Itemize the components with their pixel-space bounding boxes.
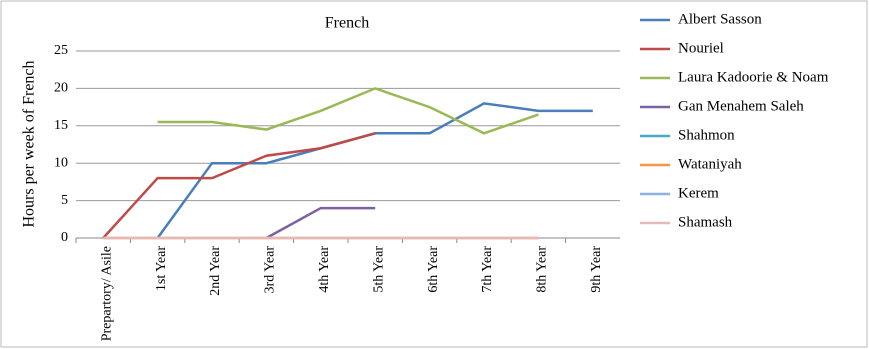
x-tick-label: Prepartory/ Asile xyxy=(99,246,114,341)
x-tick-label: 9th Year xyxy=(589,246,604,293)
series-line xyxy=(102,132,376,239)
y-tick-label: 15 xyxy=(54,118,68,133)
legend-label: Laura Kadoorie & Noam xyxy=(678,69,829,85)
y-tick-label: 5 xyxy=(61,193,68,208)
legend-label: Shahmon xyxy=(678,127,735,143)
x-tick-label: 2nd Year xyxy=(208,246,223,296)
x-tick-label: 8th Year xyxy=(535,246,550,293)
y-tick-label: 25 xyxy=(54,43,68,58)
series-line xyxy=(265,206,376,240)
x-tick-label: 7th Year xyxy=(480,246,495,293)
legend-label: Gan Menahem Saleh xyxy=(678,98,804,114)
legend-label: Shamash xyxy=(678,214,733,230)
x-tick-label: 6th Year xyxy=(426,246,441,293)
legend-label: Albert Sasson xyxy=(678,11,762,27)
y-tick-label: 20 xyxy=(54,81,68,96)
y-tick-label: 0 xyxy=(61,230,68,245)
x-tick-label: 1st Year xyxy=(154,246,169,291)
x-tick-label: 4th Year xyxy=(317,246,332,293)
y-axis-label: Hours per week of French xyxy=(21,60,38,227)
legend-label: Nouriel xyxy=(678,40,724,56)
legend-label: Kerem xyxy=(678,185,719,201)
legend-label: Wataniyah xyxy=(678,156,742,172)
x-tick-label: 3rd Year xyxy=(263,246,278,294)
series-line xyxy=(157,87,539,135)
chart-title: French xyxy=(325,15,369,32)
x-tick-label: 5th Year xyxy=(371,246,386,293)
y-tick-label: 10 xyxy=(54,155,68,170)
